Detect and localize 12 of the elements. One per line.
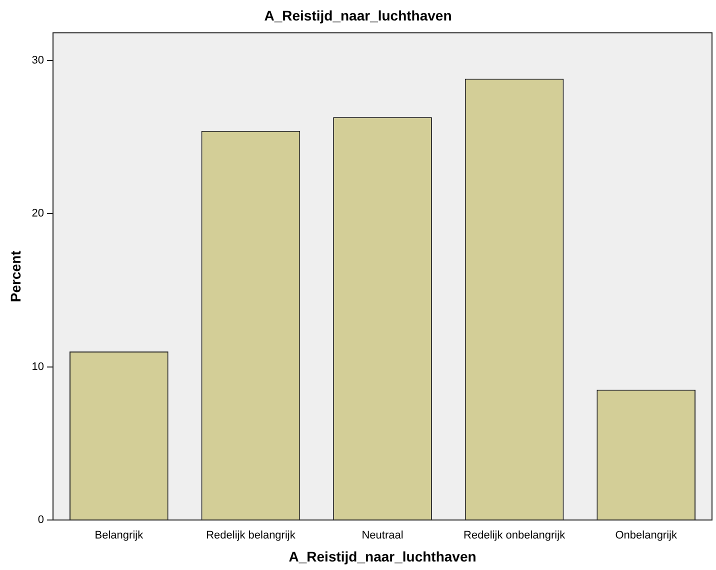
- x-tick-label: Onbelangrijk: [615, 530, 678, 542]
- y-tick-label: 30: [32, 54, 44, 66]
- x-tick-label: Redelijk belangrijk: [206, 530, 296, 542]
- y-tick-label: 20: [32, 208, 44, 220]
- y-tick-label: 0: [38, 514, 44, 526]
- x-tick-label: Neutraal: [362, 530, 404, 542]
- y-axis-title: Percent: [7, 250, 24, 302]
- x-axis-title: A_Reistijd_naar_luchthaven: [288, 548, 476, 564]
- x-tick-label: Redelijk onbelangrijk: [464, 530, 566, 542]
- x-tick-label: Belangrijk: [94, 530, 144, 542]
- chart-title: A_Reistijd_naar_luchthaven: [264, 7, 452, 24]
- y-tick-label: 10: [32, 360, 44, 373]
